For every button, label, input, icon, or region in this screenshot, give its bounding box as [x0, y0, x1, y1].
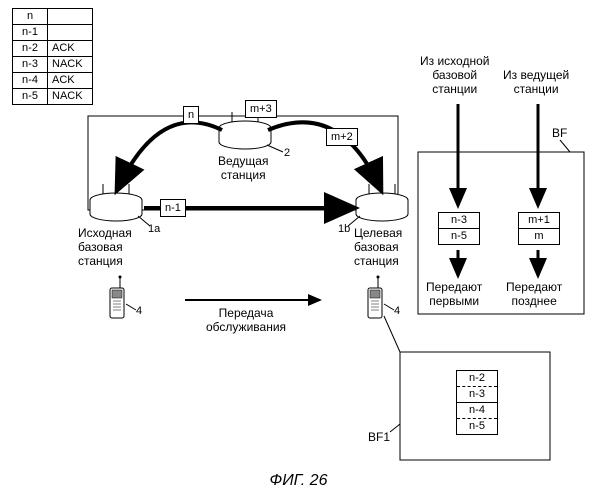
bf-lead-box: m+1 m [518, 212, 560, 245]
arc-lead-to-source [118, 122, 222, 188]
bf-label: BF [552, 126, 567, 140]
from-leading-label: Из ведущейстанции [503, 68, 569, 96]
id-ue-right: 4 [394, 304, 400, 318]
bf1-label: BF1 [368, 430, 390, 444]
id-target: 1b [338, 222, 350, 236]
handover-label: Передачаобслуживания [206, 306, 286, 334]
pkt-n1: n-1 [160, 199, 186, 217]
from-source-label: Из исходнойбазовойстанции [420, 54, 489, 96]
id-leading: 2 [284, 146, 290, 160]
pkt-m2: m+2 [326, 128, 358, 146]
target-station-icon [356, 184, 408, 221]
bf1-leader [384, 316, 400, 352]
target-bs-label: Целеваябазоваястанция [354, 226, 402, 268]
id-ue-left: 4 [136, 304, 142, 318]
pkt-m3: m+3 [245, 100, 277, 118]
ack-table: n n-1 n-2ACK n-3NACK n-4ACK n-5NACK [12, 8, 93, 105]
id-source: 1a [148, 222, 160, 236]
tx-first-label: Передаютпервыми [426, 280, 482, 308]
bf-src-box: n-3 n-5 [438, 212, 480, 245]
phone-icon-right [368, 276, 382, 319]
phone-icon-left [110, 276, 124, 319]
figure-caption: ФИГ. 26 [0, 472, 597, 490]
leading-station-label: Ведущаястанция [218, 154, 268, 182]
bf1-box: n-2 n-3 n-4 n-5 [456, 370, 498, 435]
tx-later-label: Передаютпозднее [506, 280, 562, 308]
source-bs-label: Исходнаябазоваястанция [78, 226, 132, 268]
pkt-n: n [183, 106, 199, 124]
source-station-icon [90, 184, 142, 221]
